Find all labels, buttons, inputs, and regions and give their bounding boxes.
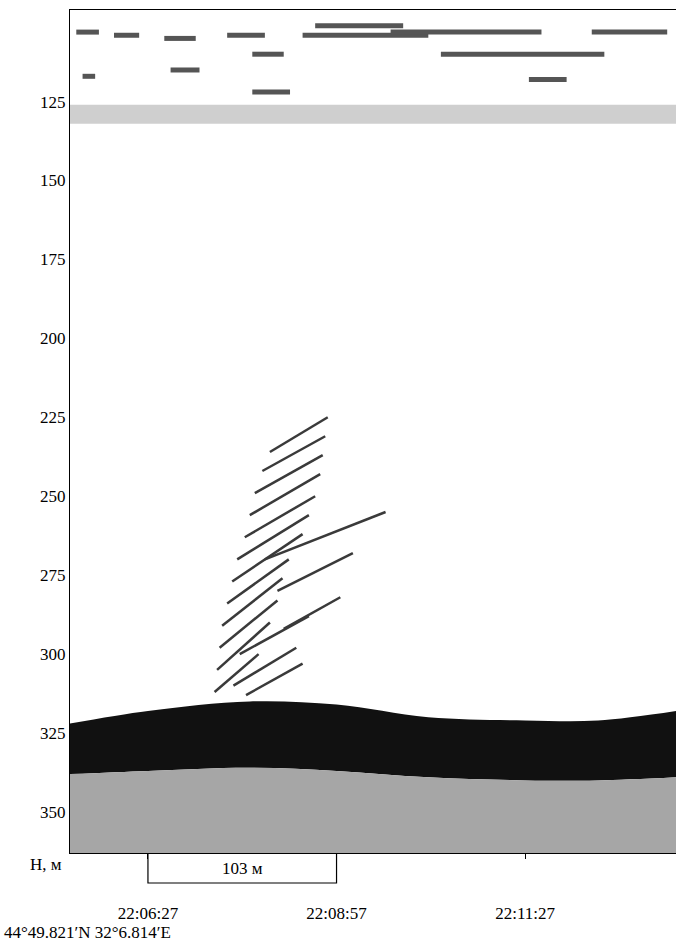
svg-text:225: 225 [40, 408, 66, 427]
svg-text:125: 125 [40, 93, 66, 112]
svg-text:22:11:27: 22:11:27 [495, 904, 555, 923]
svg-text:103 м: 103 м [222, 859, 263, 878]
svg-text:325: 325 [40, 724, 66, 743]
svg-text:22:06:27: 22:06:27 [118, 904, 179, 923]
svg-text:275: 275 [40, 566, 66, 585]
svg-text:250: 250 [40, 487, 66, 506]
svg-text:22:08:57: 22:08:57 [306, 904, 367, 923]
svg-text:350: 350 [40, 803, 66, 822]
svg-text:175: 175 [40, 250, 66, 269]
svg-text:44°49.821′N 32°6.814′E: 44°49.821′N 32°6.814′E [4, 923, 171, 942]
svg-text:H, м: H, м [30, 855, 62, 874]
svg-text:150: 150 [40, 171, 66, 190]
svg-text:200: 200 [40, 329, 66, 348]
svg-text:300: 300 [40, 645, 66, 664]
